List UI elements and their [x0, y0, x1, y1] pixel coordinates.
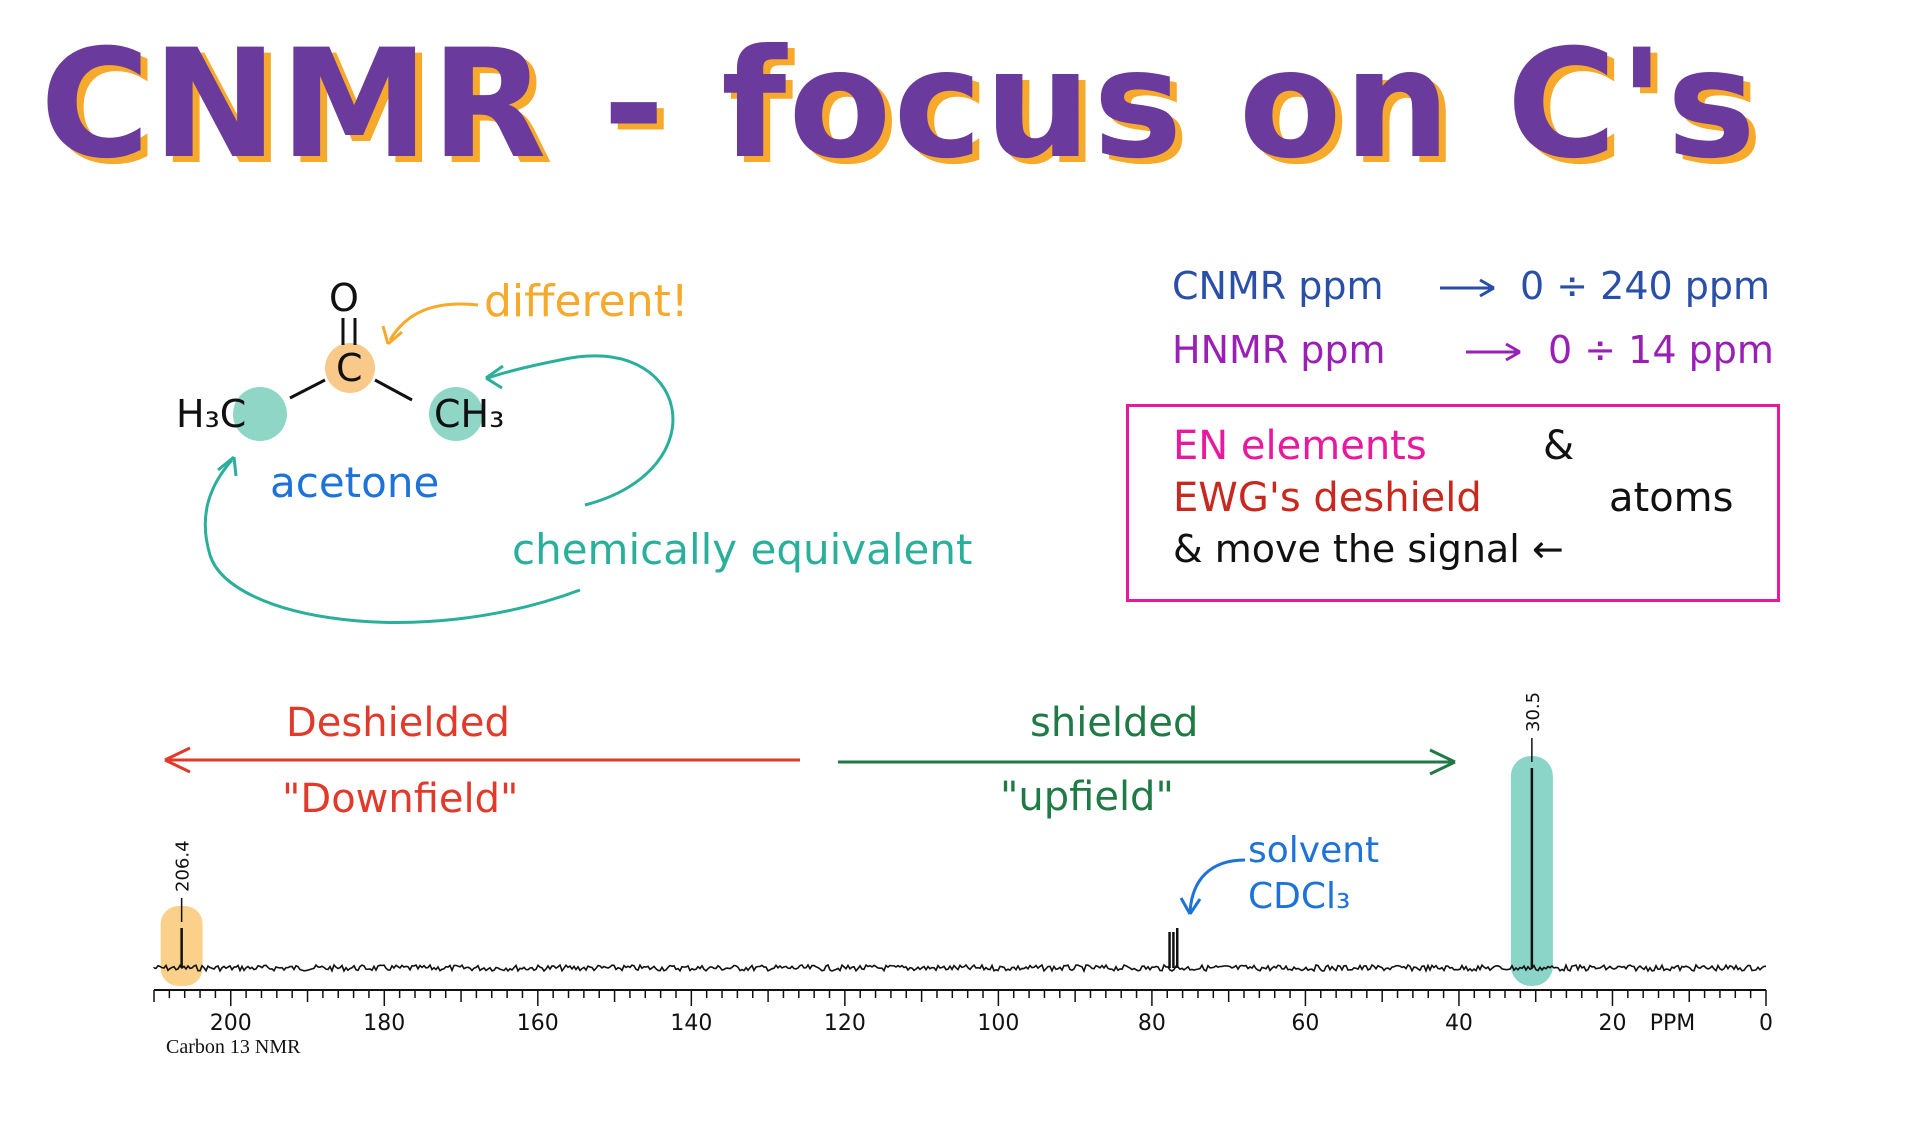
axis-tick-label: 60	[1291, 1011, 1319, 1036]
molecule-name: acetone	[270, 458, 440, 507]
spectrum-caption: Carbon 13 NMR	[166, 1036, 301, 1058]
note-ampersand: &	[1543, 423, 1575, 469]
page-title: CNMR - focus on C's	[40, 18, 1758, 192]
axis-tick-label: 0	[1759, 1011, 1773, 1036]
axis-tick-label: 120	[824, 1011, 866, 1036]
right-methyl-highlight	[429, 387, 483, 441]
bond-left	[289, 378, 326, 400]
different-arrowhead	[381, 325, 403, 346]
peak-label-4: 30.5	[1523, 692, 1544, 732]
note-box: EN elements & EWG's deshield atoms & mov…	[1126, 404, 1780, 602]
solvent-formula: CDCl₃	[1248, 876, 1351, 917]
deshielded-label: Deshielded	[286, 700, 510, 746]
axis-unit-label: PPM	[1650, 1011, 1696, 1036]
upfield-label: "upfield"	[1000, 774, 1174, 820]
carbonyl-highlight	[325, 343, 375, 393]
equivalent-arrowhead-left	[217, 455, 238, 477]
solvent-label: solvent	[1248, 830, 1380, 871]
note-en-elements: EN elements	[1173, 423, 1427, 469]
shielded-label: shielded	[1030, 700, 1199, 746]
equivalent-label: chemically equivalent	[512, 525, 973, 574]
different-arrow	[388, 302, 479, 341]
equivalent-arrow-left	[203, 459, 581, 624]
axis-tick-label: 80	[1138, 1011, 1166, 1036]
note-atoms: atoms	[1609, 475, 1734, 521]
cnmr-label: CNMR ppm	[1172, 264, 1384, 308]
equivalent-arrow-right	[487, 354, 675, 507]
right-methyl-group: CH₃	[434, 392, 505, 436]
bond-right	[374, 378, 413, 402]
note-ewg-deshield: EWG's deshield	[1173, 475, 1482, 521]
carbonyl-carbon: C	[336, 346, 363, 390]
spectrum-baseline	[153, 963, 1767, 974]
axis-tick-label: 180	[363, 1011, 405, 1036]
axis-tick-label: 20	[1598, 1011, 1626, 1036]
left-methyl-highlight	[233, 387, 287, 441]
hnmr-range: 0 ÷ 14 ppm	[1548, 328, 1774, 372]
axis-tick-label: 200	[210, 1011, 252, 1036]
left-methyl-group: H₃C	[176, 392, 247, 436]
oxygen-atom: O	[329, 276, 359, 320]
axis-tick-label: 100	[977, 1011, 1019, 1036]
note-move-signal: & move the signal ←	[1173, 527, 1564, 571]
axis-tick-label: 140	[670, 1011, 712, 1036]
hnmr-label: HNMR ppm	[1172, 328, 1386, 372]
axis-tick-label: 160	[517, 1011, 559, 1036]
downfield-label: "Downfield"	[282, 776, 519, 822]
different-label: different!	[484, 276, 689, 327]
equivalent-arrowhead-right	[485, 364, 504, 390]
peak-label-0: 206.4	[173, 840, 194, 892]
solvent-arrow	[1188, 858, 1246, 913]
cnmr-range: 0 ÷ 240 ppm	[1520, 264, 1771, 308]
axis-tick-label: 40	[1445, 1011, 1473, 1036]
